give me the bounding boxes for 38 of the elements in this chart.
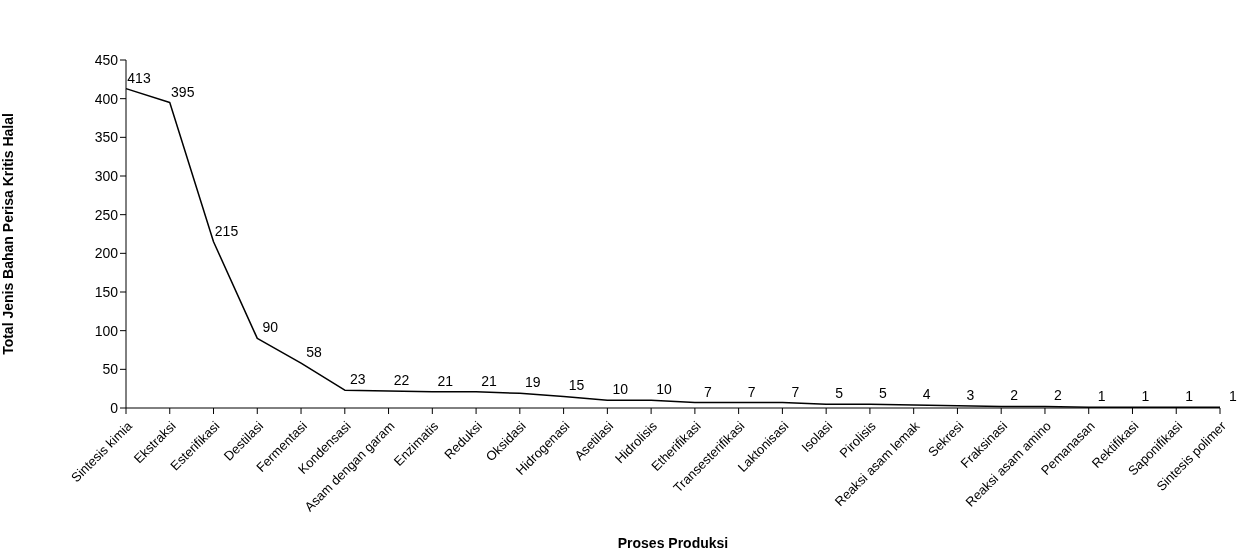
data-label: 15 [568, 377, 585, 394]
data-label: 1 [1185, 388, 1194, 405]
data-label: 7 [791, 383, 800, 400]
data-label: 1 [1141, 388, 1150, 405]
data-label: 23 [350, 371, 366, 388]
y-tick-label: 350 [94, 129, 119, 146]
y-tick-label: 250 [94, 206, 119, 223]
data-label: 7 [747, 383, 756, 400]
data-label: 19 [525, 374, 541, 391]
y-tick-label: 50 [102, 361, 119, 378]
data-label: 58 [306, 344, 323, 361]
data-label: 1 [1097, 388, 1106, 405]
y-tick-label: 100 [94, 322, 119, 339]
data-label: 5 [879, 385, 888, 402]
x-axis-title: Proses Produksi [617, 535, 729, 551]
data-label: 10 [656, 381, 673, 398]
data-label: 395 [171, 83, 195, 100]
data-label: 1 [1229, 388, 1238, 405]
data-label: 215 [214, 222, 239, 239]
y-tick-label: 150 [94, 283, 119, 300]
y-tick-label: 200 [94, 245, 119, 262]
data-label: 2 [1010, 387, 1019, 404]
data-label: 2 [1054, 387, 1063, 404]
data-label: 21 [481, 372, 498, 389]
y-tick-label: 450 [94, 51, 119, 68]
data-label: 10 [612, 381, 629, 398]
y-tick-label: 400 [94, 90, 119, 107]
y-tick-label: 300 [94, 167, 119, 184]
data-label: 4 [922, 385, 931, 402]
data-label: 413 [127, 69, 151, 86]
y-axis-title: Total Jenis Bahan Perisa Kritis Halal [0, 113, 16, 355]
data-label: 7 [703, 383, 712, 400]
data-label: 21 [437, 372, 454, 389]
data-label: 3 [966, 386, 975, 403]
data-label: 5 [835, 385, 844, 402]
data-label: 90 [262, 319, 279, 336]
data-label: 22 [393, 371, 410, 388]
y-tick-label: 0 [110, 399, 119, 416]
